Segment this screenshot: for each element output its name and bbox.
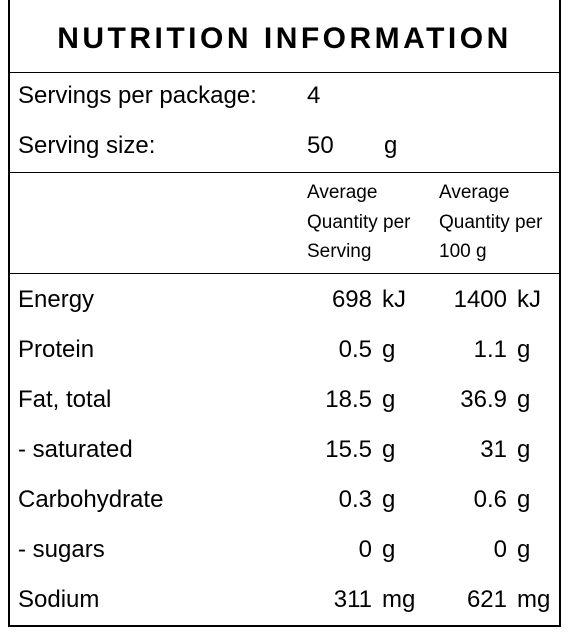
serving-value: 50: [307, 132, 334, 159]
nutrient-name: Energy: [18, 286, 95, 313]
column-header: Serving: [307, 241, 372, 262]
per-serving-value: 698: [331, 286, 372, 313]
serving-label: Servings per package:: [18, 82, 257, 109]
per-serving-value: 0.5: [338, 336, 372, 363]
per-serving-value: 0: [358, 536, 372, 563]
per-100g-value: 1400: [453, 286, 507, 313]
per-serving-unit: kJ: [382, 286, 406, 313]
per-100g-unit: g: [517, 336, 531, 363]
column-header: Average: [439, 182, 510, 203]
per-serving-unit: g: [382, 536, 396, 563]
serving-unit: g: [384, 132, 398, 159]
divider: [10, 172, 559, 173]
per-100g-unit: g: [517, 436, 531, 463]
nutrient-name: Sodium: [18, 586, 100, 613]
per-serving-value: 15.5: [325, 436, 372, 463]
nutrition-panel: NUTRITION INFORMATION Servings per packa…: [8, 0, 561, 627]
per-100g-unit: mg: [517, 586, 551, 613]
column-header: 100 g: [439, 241, 487, 262]
per-100g-unit: kJ: [517, 286, 541, 313]
nutrient-name: Carbohydrate: [18, 486, 164, 513]
per-100g-value: 31: [480, 436, 507, 463]
divider: [10, 273, 559, 274]
title: NUTRITION INFORMATION: [57, 22, 512, 55]
nutrient-name: Protein: [18, 336, 95, 363]
column-header: Quantity per: [439, 211, 543, 233]
per-100g-value: 0: [493, 536, 507, 563]
per-serving-value: 18.5: [325, 386, 372, 413]
divider: [10, 72, 559, 73]
per-100g-value: 0.6: [473, 486, 507, 513]
column-header: Quantity per: [307, 211, 411, 233]
per-serving-unit: g: [382, 436, 396, 463]
per-100g-unit: g: [517, 536, 531, 563]
per-serving-value: 0.3: [338, 486, 372, 513]
nutrient-name: - sugars: [18, 536, 105, 563]
per-100g-unit: g: [517, 486, 531, 513]
per-serving-unit: mg: [382, 586, 416, 613]
per-100g-value: 36.9: [460, 386, 507, 413]
per-100g-value: 1.1: [473, 336, 507, 363]
serving-value: 4: [307, 82, 321, 109]
per-100g-value: 621: [466, 586, 507, 613]
per-serving-value: 311: [333, 586, 372, 613]
per-serving-unit: g: [382, 386, 396, 413]
nutrient-name: - saturated: [18, 436, 133, 463]
nutrient-name: Fat, total: [18, 386, 112, 413]
per-serving-unit: g: [382, 336, 396, 363]
per-100g-unit: g: [517, 386, 531, 413]
column-header: Average: [307, 182, 378, 203]
serving-label: Serving size:: [18, 132, 156, 159]
per-serving-unit: g: [382, 486, 396, 513]
